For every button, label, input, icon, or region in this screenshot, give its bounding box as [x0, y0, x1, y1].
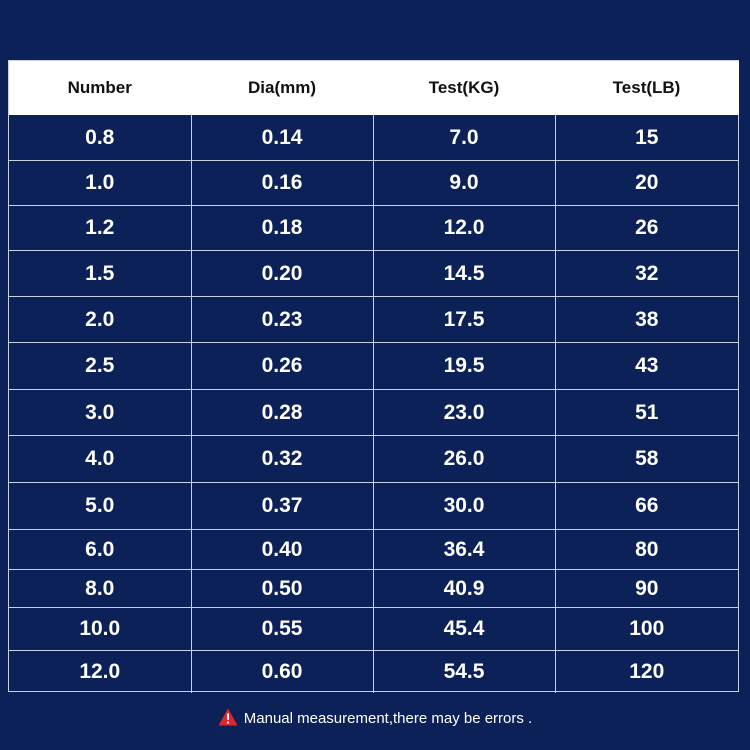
cell-test-kg: 40.9: [373, 569, 556, 608]
cell-number: 1.5: [9, 250, 192, 297]
cell-diameter: 0.14: [191, 115, 374, 161]
table-row: 10.0 0.55 45.4 100: [9, 607, 738, 651]
footnote-text: Manual measurement,there may be errors .: [243, 710, 533, 727]
header-test-kg: Test(KG): [373, 61, 556, 115]
cell-diameter: 0.23: [191, 296, 374, 343]
table-row: 12.0 0.60 54.5 120: [9, 650, 738, 693]
spec-table-frame: Number Dia(mm) Test(KG) Test(LB) 0.8 0.14…: [8, 60, 739, 693]
cell-number: 12.0: [9, 650, 192, 693]
cell-test-lb: 100: [555, 607, 738, 651]
table-row: 1.0 0.16 9.0 20: [9, 160, 738, 206]
cell-number: 6.0: [9, 529, 192, 570]
table-row: 2.0 0.23 17.5 38: [9, 296, 738, 343]
cell-number: 5.0: [9, 482, 192, 530]
cell-test-kg: 23.0: [373, 389, 556, 436]
cell-test-lb: 90: [555, 569, 738, 608]
cell-test-kg: 12.0: [373, 205, 556, 251]
cell-diameter: 0.60: [191, 650, 374, 693]
cell-diameter: 0.32: [191, 435, 374, 483]
cell-test-kg: 19.5: [373, 342, 556, 390]
header-diameter: Dia(mm): [191, 61, 374, 115]
table-row: 0.8 0.14 7.0 15: [9, 115, 738, 161]
cell-number: 3.0: [9, 389, 192, 436]
cell-test-kg: 26.0: [373, 435, 556, 483]
cell-test-kg: 36.4: [373, 529, 556, 570]
cell-diameter: 0.28: [191, 389, 374, 436]
cell-test-lb: 80: [555, 529, 738, 570]
header-test-lb: Test(LB): [555, 61, 739, 115]
table-row: 3.0 0.28 23.0 51: [9, 389, 738, 436]
cell-diameter: 0.20: [191, 250, 374, 297]
cell-test-lb: 58: [555, 435, 738, 483]
cell-test-lb: 51: [555, 389, 738, 436]
table-row: 8.0 0.50 40.9 90: [9, 569, 738, 608]
cell-test-lb: 38: [555, 296, 738, 343]
table-row: 1.2 0.18 12.0 26: [9, 205, 738, 251]
cell-test-lb: 20: [555, 160, 738, 206]
cell-diameter: 0.37: [191, 482, 374, 530]
footnote: Manual measurement,there may be errors .: [0, 708, 750, 727]
cell-number: 1.0: [9, 160, 192, 206]
table-row: 2.5 0.26 19.5 43: [9, 342, 738, 390]
cell-number: 10.0: [9, 607, 192, 651]
cell-number: 4.0: [9, 435, 192, 483]
cell-number: 1.2: [9, 205, 192, 251]
cell-test-kg: 30.0: [373, 482, 556, 530]
cell-number: 2.0: [9, 296, 192, 343]
cell-test-kg: 45.4: [373, 607, 556, 651]
cell-test-lb: 15: [555, 115, 738, 161]
cell-test-lb: 26: [555, 205, 738, 251]
cell-test-kg: 7.0: [373, 115, 556, 161]
cell-test-lb: 120: [629, 660, 665, 683]
cell-test-lb: 43: [555, 342, 738, 390]
warning-triangle-icon: [218, 708, 238, 726]
cell-diameter: 0.16: [191, 160, 374, 206]
cell-test-kg: 17.5: [373, 296, 556, 343]
cell-diameter: 0.26: [191, 342, 374, 390]
cell-test-kg: 9.0: [373, 160, 556, 206]
cell-test-kg: 54.5: [373, 650, 556, 693]
table-header-row: Number Dia(mm) Test(KG) Test(LB): [9, 61, 739, 115]
cell-diameter: 0.40: [191, 529, 374, 570]
cell-test-kg: 14.5: [373, 250, 556, 297]
table-row: 1.5 0.20 14.5 32: [9, 250, 738, 297]
table-body: 0.8 0.14 7.0 15 1.0 0.16 9.0 20 1.2 0.18 12.0 26 1.5…: [9, 115, 738, 693]
cell-diameter: 0.50: [191, 569, 374, 608]
cell-number: 0.8: [9, 115, 192, 161]
table-row: 4.0 0.32 26.0 58: [9, 435, 738, 483]
cell-test-lb: 32: [555, 250, 738, 297]
table-row: 5.0 0.37 30.0 66: [9, 482, 738, 530]
cell-test-lb: 66: [555, 482, 738, 530]
header-number: Number: [9, 61, 192, 115]
cell-diameter: 0.18: [191, 205, 374, 251]
cell-diameter: 0.55: [191, 607, 374, 651]
spec-table: Number Dia(mm) Test(KG) Test(LB) 0.8 0.14…: [9, 61, 739, 693]
table-row: 6.0 0.40 36.4 80: [9, 529, 738, 570]
cell-number: 8.0: [9, 569, 192, 608]
cell-number: 2.5: [9, 342, 192, 390]
